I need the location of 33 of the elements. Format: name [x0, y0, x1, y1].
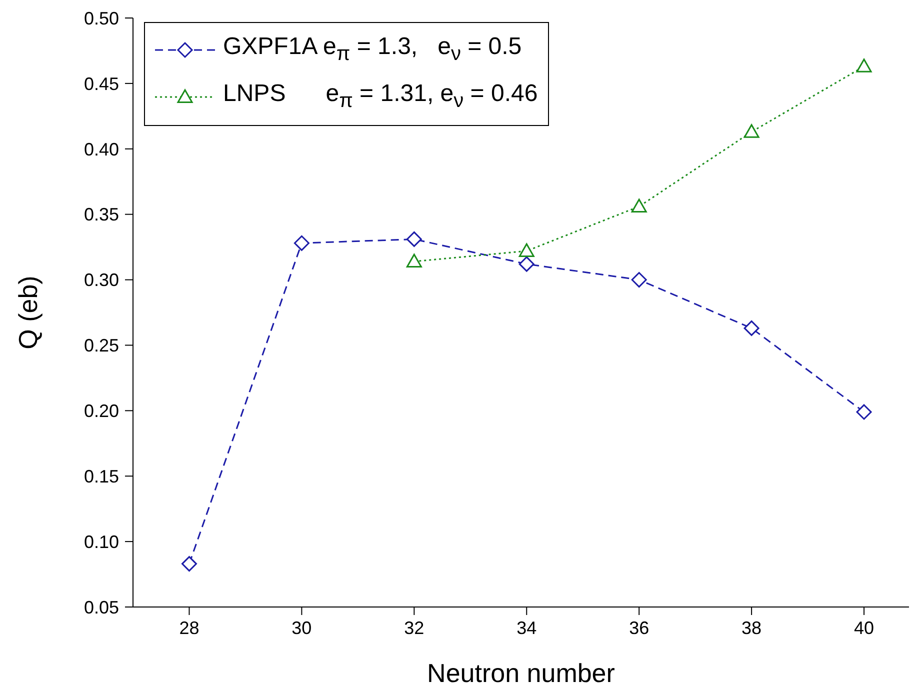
y-tick-label: 0.20: [84, 401, 119, 422]
y-tick-label: 0.40: [84, 139, 119, 160]
x-tick-label: 28: [179, 618, 200, 638]
point: [744, 124, 760, 138]
point: [631, 198, 647, 212]
x-tick-label: 40: [854, 618, 874, 638]
point: [294, 235, 310, 251]
y-tick-label: 0.05: [84, 597, 119, 618]
point: [744, 320, 760, 336]
x-tick-label: 36: [629, 618, 650, 638]
y-tick-label: 0.30: [84, 270, 119, 290]
x-tick-label: 30: [292, 618, 312, 638]
point: [856, 404, 872, 420]
point: [518, 243, 534, 257]
point: [518, 256, 534, 272]
y-axis-title: Q (eb): [13, 276, 44, 350]
y-tick-label: 0.25: [84, 336, 119, 356]
point: [406, 231, 422, 247]
x-tick-label: 34: [516, 618, 537, 638]
x-tick-label: 38: [742, 618, 762, 638]
y-tick-label: 0.10: [84, 532, 119, 552]
legend-label: GXPF1A e$_{π}$ = 1.3, e$_{ν}$ = 0.5: [223, 32, 522, 67]
y-tick-label: 0.50: [84, 8, 119, 28]
point: [631, 272, 647, 288]
legend-label: LNPS e$_{π}$ = 1.31, e$_{ν}$ = 0.46: [223, 78, 538, 114]
y-tick-label: 0.15: [84, 466, 119, 486]
y-tick-label: 0.35: [84, 204, 119, 225]
y-tick-label: 0.45: [84, 74, 119, 94]
x-tick-label: 32: [404, 618, 424, 638]
point: [181, 556, 197, 572]
x-axis-title: Neutron number: [427, 658, 616, 688]
point: [406, 254, 422, 268]
point: [856, 58, 872, 72]
